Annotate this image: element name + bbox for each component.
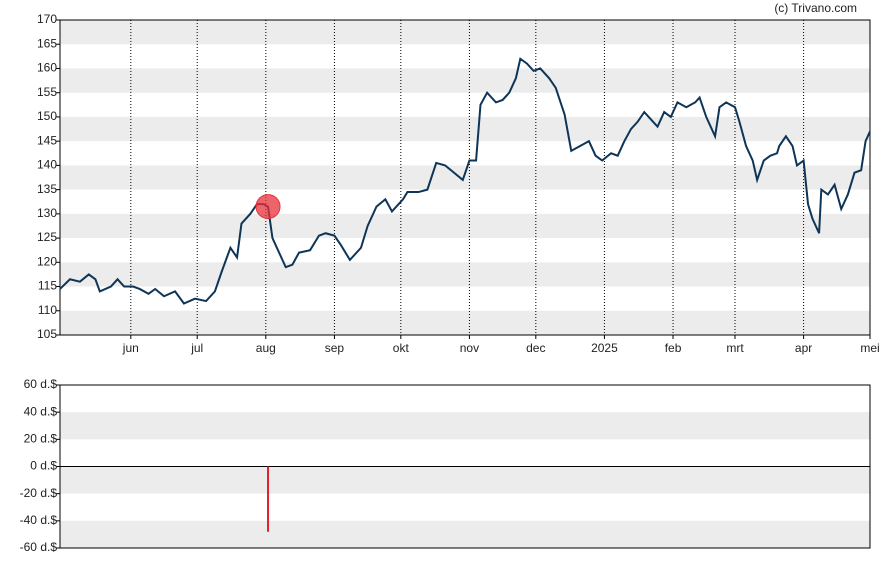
grid-band — [60, 466, 870, 494]
y-tick-label: 155 — [37, 85, 57, 99]
grid-band — [60, 310, 870, 335]
y-tick-label: 60 d.$ — [24, 377, 58, 391]
y-tick-label: 160 — [37, 61, 57, 75]
y-tick-label: 125 — [37, 230, 57, 244]
grid-band — [60, 165, 870, 190]
y-tick-label: 150 — [37, 109, 57, 123]
y-tick-label: 140 — [37, 158, 57, 172]
grid-band — [60, 68, 870, 93]
y-tick-label: 115 — [38, 279, 57, 293]
y-tick-label: 0 d.$ — [30, 459, 57, 473]
source-credit: (c) Trivano.com — [774, 1, 857, 15]
event-marker — [255, 194, 281, 220]
y-tick-label: 165 — [37, 36, 57, 50]
grid-band — [60, 520, 870, 548]
x-tick-label: feb — [665, 341, 682, 355]
x-tick-label: dec — [526, 341, 545, 355]
y-tick-label: -20 d.$ — [20, 486, 58, 500]
y-tick-label: 130 — [37, 206, 57, 220]
x-tick-label: aug — [256, 341, 276, 355]
x-tick-label: apr — [795, 341, 812, 355]
x-tick-label: 2025 — [591, 341, 618, 355]
y-tick-label: -60 d.$ — [20, 540, 58, 554]
y-tick-label: 110 — [38, 303, 57, 317]
grid-band — [60, 116, 870, 142]
price-line — [59, 57, 871, 305]
x-tick-label: sep — [325, 341, 345, 355]
y-tick-label: 40 d.$ — [24, 404, 58, 418]
x-tick-label: mei — [860, 341, 879, 355]
grid-band — [60, 262, 870, 287]
y-tick-label: 120 — [37, 254, 57, 268]
grid-band — [60, 20, 870, 45]
y-tick-label: 105 — [37, 327, 57, 341]
y-tick-label: 20 d.$ — [24, 432, 58, 446]
x-tick-label: jul — [190, 341, 203, 355]
plot-frame — [59, 19, 871, 336]
y-tick-label: 145 — [37, 133, 57, 147]
grid-band — [60, 412, 870, 440]
y-tick-label: -40 d.$ — [20, 513, 58, 527]
x-tick-label: mrt — [726, 341, 744, 355]
x-tick-label: jun — [122, 341, 139, 355]
y-tick-label: 135 — [37, 182, 57, 196]
x-tick-label: okt — [393, 341, 410, 355]
y-tick-label: 170 — [37, 12, 57, 26]
grid-band — [60, 213, 870, 239]
x-tick-label: nov — [460, 341, 479, 355]
